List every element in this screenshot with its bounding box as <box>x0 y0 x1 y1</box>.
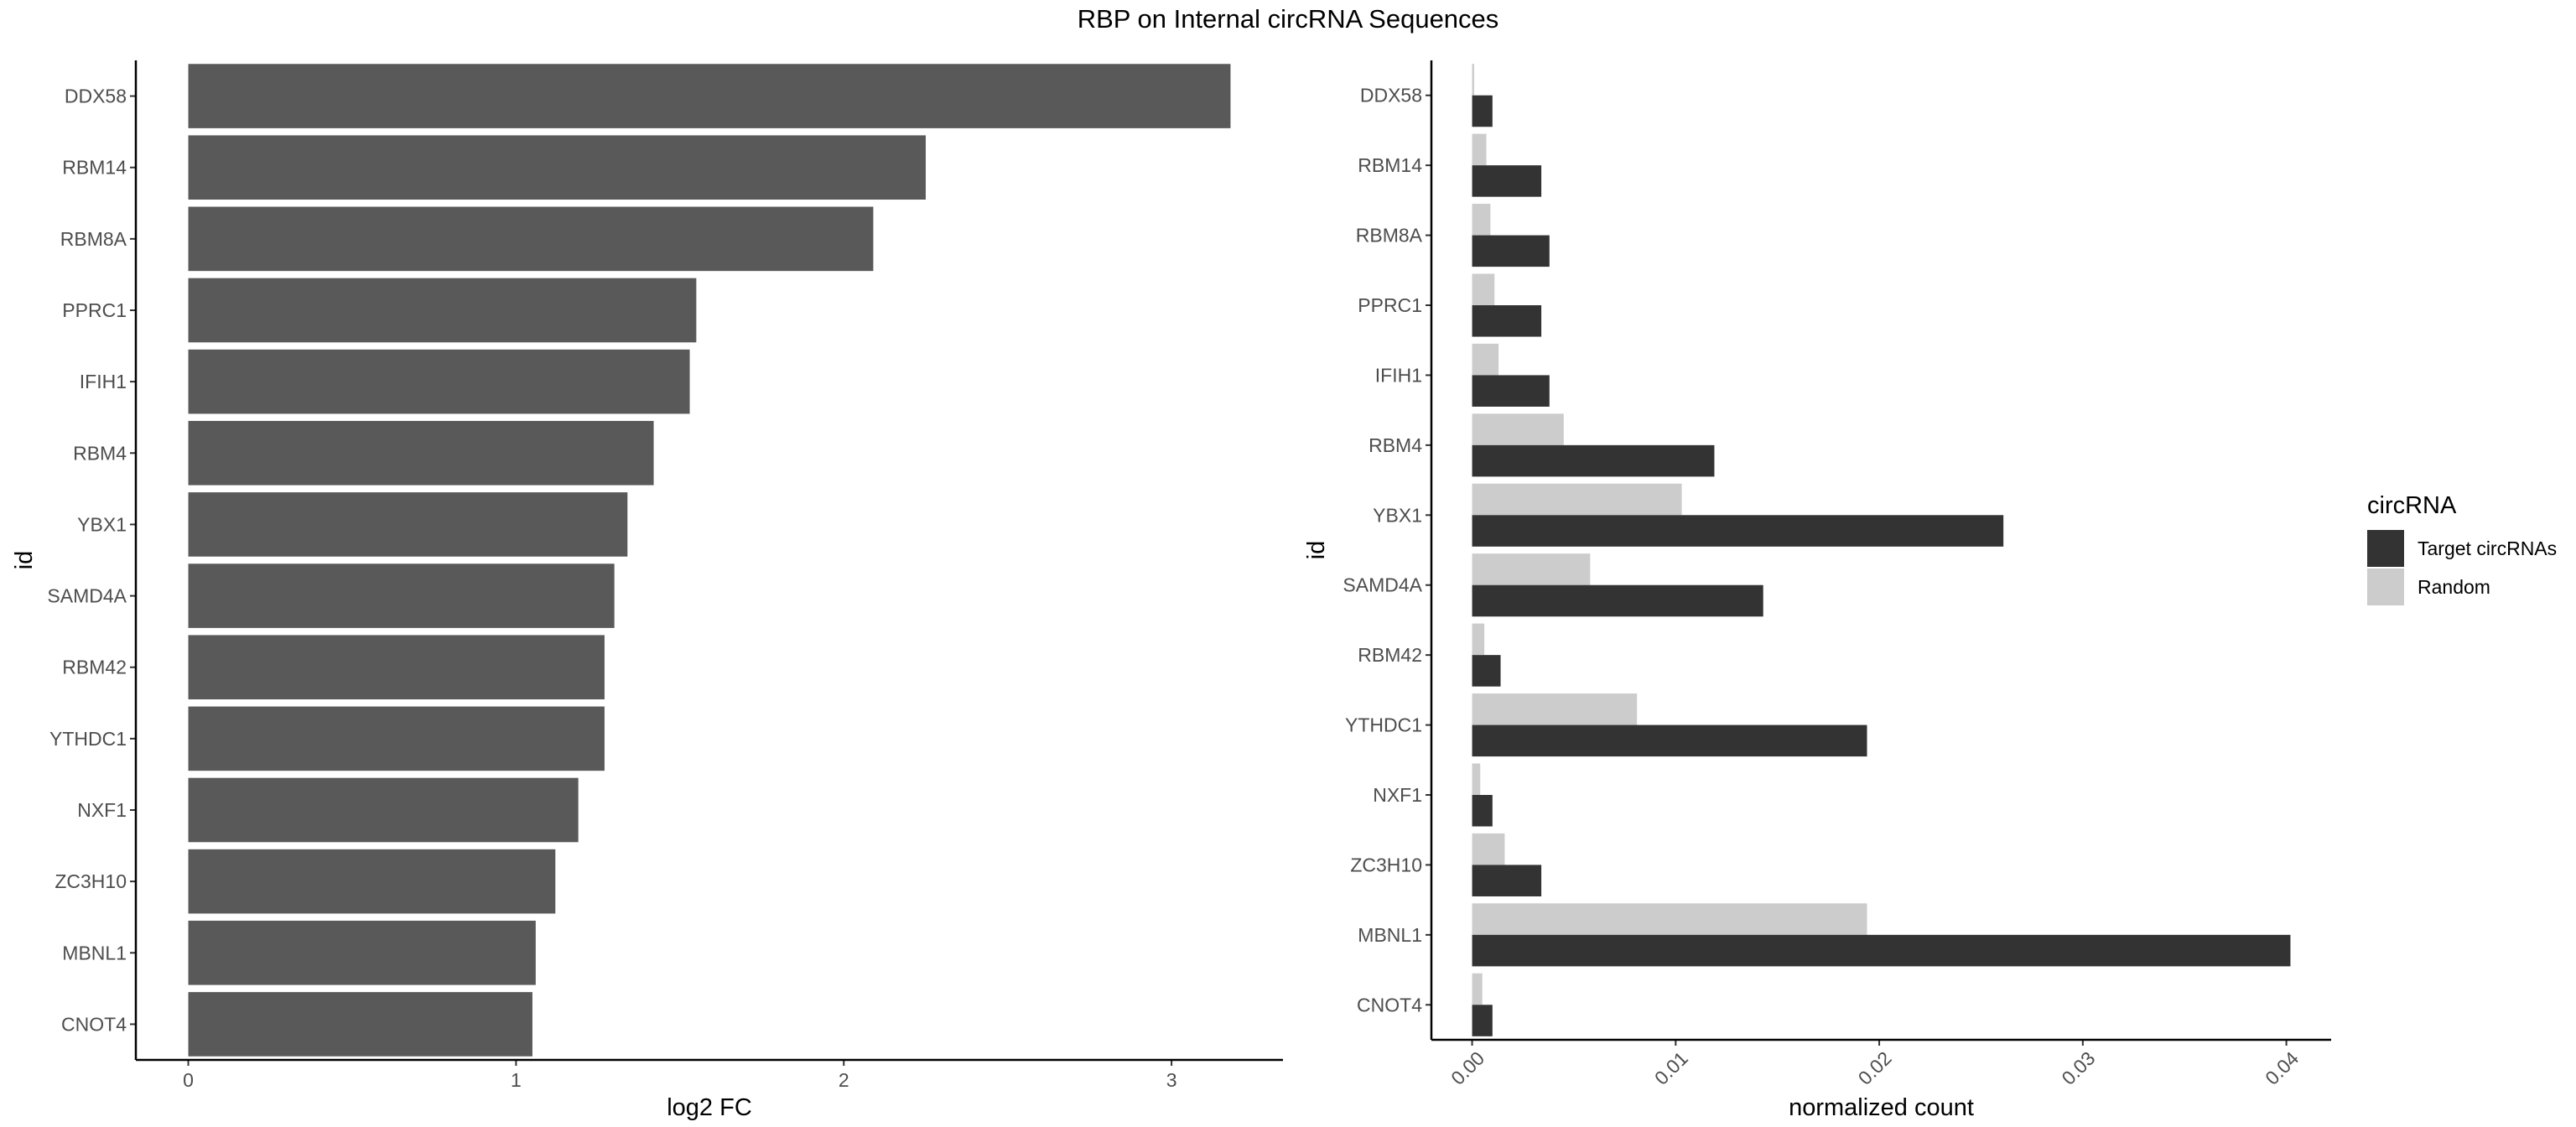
bar-target-samd4a <box>1472 584 1763 617</box>
y-axis-title: id <box>1303 541 1330 560</box>
y-tick-label: YTHDC1 <box>1345 714 1422 736</box>
bar-random-rbm14 <box>1472 133 1487 166</box>
y-tick-label: ZC3H10 <box>1350 854 1422 875</box>
bar-random-ifih1 <box>1472 343 1499 376</box>
bar-target-mbnl1 <box>1472 934 2291 967</box>
legend-key-target <box>2367 530 2404 567</box>
y-tick-label: NXF1 <box>1373 784 1422 806</box>
chart-title: RBP on Internal circRNA Sequences <box>1078 4 1499 34</box>
y-tick-label: RBM8A <box>60 228 127 250</box>
legend-key-random <box>2367 569 2404 605</box>
bar-ddx58 <box>188 64 1231 128</box>
x-tick-label: 3 <box>1166 1069 1177 1091</box>
y-tick-label: PPRC1 <box>62 299 127 321</box>
bar-rbm4 <box>188 420 654 486</box>
y-tick-label: RBM42 <box>1358 644 1422 666</box>
y-tick-label: CNOT4 <box>1357 994 1422 1015</box>
bar-target-rbm8a <box>1472 235 1550 267</box>
bar-random-ddx58 <box>1472 64 1474 96</box>
y-tick-label: MBNL1 <box>1358 924 1422 946</box>
x-axis-title: normalized count <box>1789 1094 1974 1121</box>
bar-ybx1 <box>188 492 628 557</box>
bar-random-nxf1 <box>1472 763 1481 795</box>
y-tick-label: IFIH1 <box>80 371 127 392</box>
bar-random-pprc1 <box>1472 273 1495 305</box>
bar-target-ddx58 <box>1472 95 1493 127</box>
y-tick-label: MBNL1 <box>62 942 127 963</box>
bar-random-zc3h10 <box>1472 833 1505 865</box>
y-tick-label: SAMD4A <box>47 585 127 607</box>
bar-rbm14 <box>188 135 926 200</box>
y-axis-title: id <box>11 551 38 570</box>
bar-nxf1 <box>188 777 579 843</box>
bar-pprc1 <box>188 278 697 343</box>
y-tick-label: RBM14 <box>1358 154 1422 176</box>
bar-target-pprc1 <box>1472 305 1542 337</box>
x-tick-label: 0.00 <box>1446 1047 1488 1089</box>
bar-ythdc1 <box>188 706 605 771</box>
y-tick-label: NXF1 <box>77 799 127 821</box>
x-tick-label: 0.03 <box>2057 1047 2099 1089</box>
bar-target-cnot4 <box>1472 1005 1493 1036</box>
x-tick-label: 0 <box>183 1069 194 1091</box>
bar-cnot4 <box>188 992 532 1057</box>
bar-random-ybx1 <box>1472 483 1682 516</box>
x-tick-label: 0.04 <box>2261 1047 2303 1089</box>
bar-target-nxf1 <box>1472 795 1493 827</box>
y-tick-label: RBM14 <box>62 157 127 179</box>
x-tick-label: 2 <box>839 1069 849 1091</box>
y-tick-label: YBX1 <box>77 513 127 535</box>
x-tick-label: 0.01 <box>1650 1047 1692 1089</box>
bar-random-samd4a <box>1472 553 1591 585</box>
y-tick-label: RBM42 <box>62 657 127 678</box>
x-axis-title: log2 FC <box>667 1094 752 1121</box>
bar-target-ybx1 <box>1472 515 2004 547</box>
bar-target-rbm4 <box>1472 444 1715 477</box>
y-tick-label: IFIH1 <box>1375 364 1422 386</box>
bar-target-ifih1 <box>1472 375 1550 407</box>
legend-title: circRNA <box>2367 492 2457 519</box>
bar-target-rbm42 <box>1472 655 1501 687</box>
y-tick-label: YBX1 <box>1373 504 1422 526</box>
bar-rbm42 <box>188 635 605 700</box>
x-tick-label: 1 <box>511 1069 522 1091</box>
y-tick-label: DDX58 <box>65 86 127 107</box>
bar-target-ythdc1 <box>1472 724 1867 757</box>
bar-ifih1 <box>188 349 690 414</box>
y-tick-label: RBM8A <box>1356 225 1423 247</box>
y-tick-label: SAMD4A <box>1343 574 1422 596</box>
bar-samd4a <box>188 564 615 628</box>
bar-random-cnot4 <box>1472 973 1483 1005</box>
bar-rbm8a <box>188 206 874 272</box>
bar-random-rbm42 <box>1472 623 1485 656</box>
bar-mbnl1 <box>188 920 536 985</box>
legend-label: Target circRNAs <box>2418 538 2557 559</box>
bar-random-rbm4 <box>1472 413 1564 445</box>
x-tick-label: 0.02 <box>1854 1047 1896 1089</box>
bar-target-zc3h10 <box>1472 865 1542 896</box>
legend-label: Random <box>2418 576 2490 598</box>
y-tick-label: RBM4 <box>1368 434 1422 456</box>
y-tick-label: CNOT4 <box>61 1013 127 1035</box>
bar-random-mbnl1 <box>1472 903 1867 935</box>
y-tick-label: DDX58 <box>1360 85 1422 106</box>
bar-random-ythdc1 <box>1472 693 1638 725</box>
y-tick-label: PPRC1 <box>1358 294 1422 316</box>
y-tick-label: RBM4 <box>73 442 127 464</box>
y-tick-label: ZC3H10 <box>55 870 127 892</box>
bar-zc3h10 <box>188 849 556 914</box>
y-tick-label: YTHDC1 <box>49 728 127 750</box>
log2fc-panel: DDX58 RBM14 RBM8A PPRC1 IFIH1 RBM4 YBX1 SAMD4A R… <box>11 60 1283 1121</box>
legend: circRNA Target circRNAs Random <box>2367 492 2557 605</box>
normalized-count-panel: DDX58 RBM14 RBM8A PPRC1 IFIH1 RBM4 YBX1 SAMD4A R… <box>1303 60 2331 1121</box>
bar-random-rbm8a <box>1472 204 1491 236</box>
bar-target-rbm14 <box>1472 165 1542 197</box>
